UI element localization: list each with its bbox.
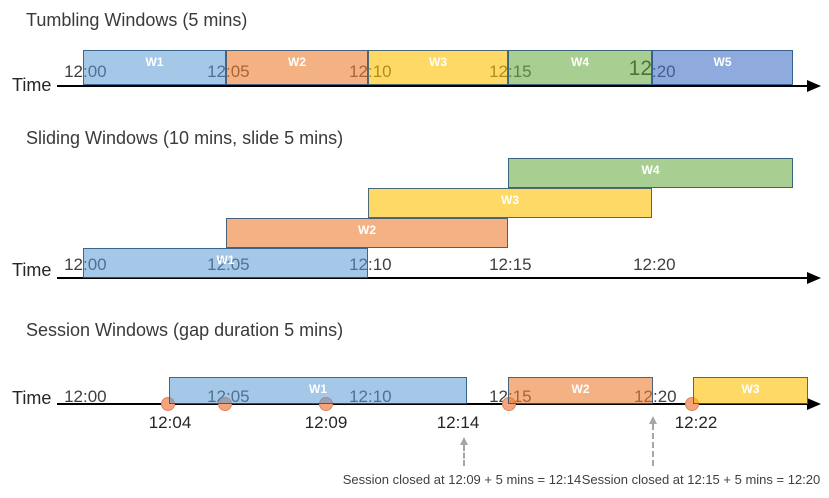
session-callout-arrow-icon	[460, 437, 468, 466]
sliding-window-box-w2	[226, 218, 508, 248]
session-windows-title: Session Windows (gap duration 5 mins)	[26, 320, 344, 340]
sliding-window-box-w4	[508, 158, 793, 188]
session-time-axis	[57, 403, 807, 405]
tumbling-axis-arrowhead-icon	[807, 80, 821, 92]
sliding-axis-tick-label: 12	[633, 255, 652, 274]
tumbling-window-box-w5	[652, 50, 793, 85]
tumbling-window-box-w4	[508, 50, 652, 85]
sliding-window-label-w3: W3	[501, 193, 519, 207]
session-window-label-w2: W2	[571, 382, 590, 396]
session-axis-tick-label: 12	[64, 387, 83, 406]
session-axis-tick-label: :00	[83, 387, 107, 406]
session-axis-arrowhead-icon	[807, 398, 821, 410]
sliding-windows-title: Sliding Windows (10 mins, slide 5 mins)	[26, 128, 344, 148]
sliding-axis-tick-label: :10	[368, 255, 392, 274]
sliding-window-label-w4: W4	[641, 163, 660, 177]
tumbling-window-box-w1	[83, 50, 226, 85]
session-callout-arrow-icon	[649, 416, 657, 466]
session-event-time-label: 12:09	[304, 413, 348, 432]
session-callout-arrowhead	[649, 416, 657, 424]
session-event-time-label: 12:04	[148, 413, 192, 432]
sliding-axis-tick-label: 12	[64, 255, 83, 274]
tumbling-window-label-w5: W5	[713, 55, 732, 69]
session-callout-arrow-stem	[463, 445, 465, 466]
session-callout-arrow-stem	[652, 424, 654, 466]
tumbling-windows-title: Tumbling Windows (5 mins)	[26, 10, 248, 30]
tumbling-window-label-w4: W4	[571, 55, 589, 69]
sliding-window-label-w2: W2	[358, 223, 376, 237]
sliding-axis-tick-label: 12	[489, 255, 508, 274]
session-window-box-w3	[693, 377, 808, 404]
session-event-time-label: 12:22	[674, 413, 718, 432]
tumbling-time-axis	[57, 85, 807, 87]
sliding-window-box-w1	[83, 248, 368, 278]
sliding-time-axis	[57, 277, 807, 279]
tumbling-window-box-w2	[226, 50, 368, 85]
tumbling-window-box-w3	[368, 50, 508, 85]
sliding-axis-tick-label: :15	[508, 255, 532, 274]
sliding-window-box-w3	[368, 188, 652, 218]
sliding-window-label-w1: W1	[216, 253, 235, 267]
tumbling-axis-tick-label: 12	[64, 62, 83, 81]
session-window-box-w1	[169, 377, 467, 404]
tumbling-window-label-w3: W3	[429, 55, 447, 69]
sliding-time-axis-label: Time	[12, 260, 52, 280]
session-session-closed-annotation: Session closed at 12:09 + 5 mins = 12:14	[342, 472, 582, 487]
session-window-box-w2	[508, 377, 653, 404]
tumbling-window-label-w2: W2	[288, 55, 306, 69]
sliding-axis-tick-label: :20	[652, 255, 676, 274]
session-event-time-label: 12:14	[436, 413, 480, 432]
sliding-axis-arrowhead-icon	[807, 272, 821, 284]
session-session-closed-annotation: Session closed at 12:15 + 5 mins = 12:20	[581, 472, 821, 487]
session-time-axis-label: Time	[12, 388, 52, 408]
tumbling-time-axis-label: Time	[12, 75, 52, 95]
session-window-label-w1: W1	[309, 382, 327, 396]
session-axis-tick-label: :20	[653, 387, 677, 406]
tumbling-window-label-w1: W1	[145, 55, 164, 69]
session-window-label-w3: W3	[741, 382, 760, 396]
session-callout-arrowhead	[460, 437, 468, 445]
